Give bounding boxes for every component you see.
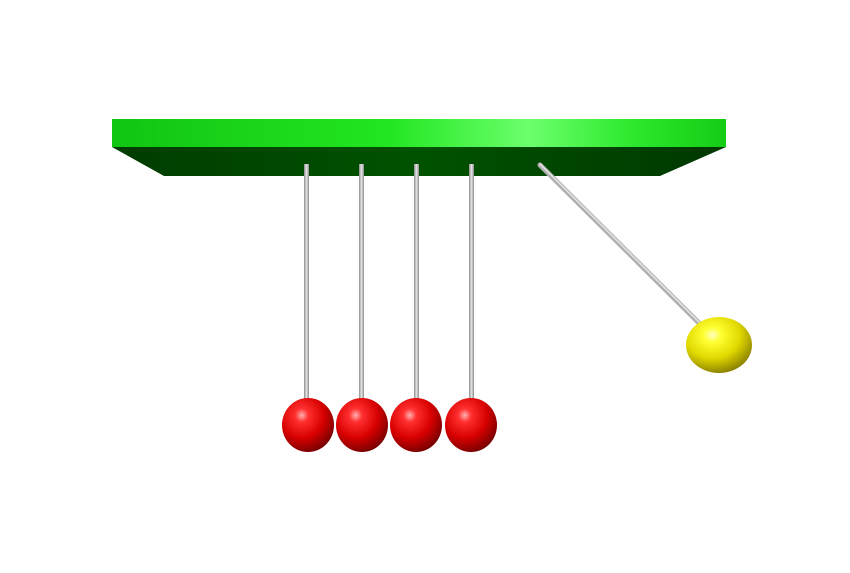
string-1: [304, 164, 309, 400]
string-3: [414, 164, 419, 400]
string-4: [469, 164, 474, 400]
support-bar: [112, 119, 726, 176]
ball-4: [445, 398, 497, 452]
balls: [282, 317, 752, 452]
ball-5: [686, 317, 752, 373]
string-5-highlight: [539, 163, 704, 327]
ball-1: [282, 398, 334, 452]
strings: [304, 162, 706, 400]
string-2: [359, 164, 364, 400]
support-bar-side: [112, 147, 726, 176]
support-bar-top: [112, 119, 726, 147]
ball-3: [390, 398, 442, 452]
ball-2: [336, 398, 388, 452]
